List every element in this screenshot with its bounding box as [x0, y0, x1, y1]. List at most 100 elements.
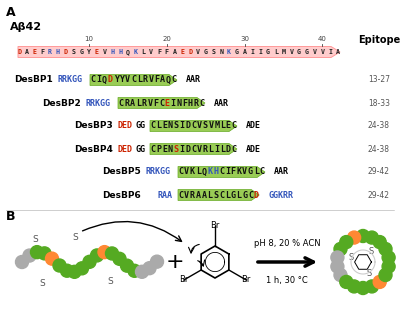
Text: F: F	[157, 49, 161, 55]
Circle shape	[46, 252, 58, 265]
Text: R: R	[142, 99, 146, 108]
Text: S: S	[348, 253, 354, 262]
Text: I: I	[258, 49, 262, 55]
Text: A: A	[130, 99, 135, 108]
Text: C: C	[232, 145, 237, 153]
Text: F: F	[153, 99, 158, 108]
Circle shape	[90, 249, 104, 262]
Circle shape	[379, 242, 392, 256]
Circle shape	[60, 264, 74, 277]
Text: G: G	[204, 49, 208, 55]
Text: ADE: ADE	[246, 122, 261, 130]
Circle shape	[356, 281, 370, 294]
Text: V: V	[197, 145, 202, 153]
Text: C: C	[131, 76, 136, 85]
Text: L: L	[208, 190, 212, 199]
Text: E: E	[95, 49, 99, 55]
Circle shape	[348, 280, 361, 293]
Text: K: K	[208, 167, 212, 176]
Text: N: N	[176, 99, 182, 108]
Circle shape	[334, 242, 347, 256]
Text: C: C	[232, 122, 237, 130]
Text: I: I	[96, 76, 101, 85]
Text: RRKGG: RRKGG	[58, 76, 83, 85]
Text: V: V	[289, 49, 293, 55]
Text: S: S	[174, 145, 178, 153]
Text: N: N	[168, 145, 173, 153]
Text: V: V	[148, 76, 154, 85]
Circle shape	[373, 236, 386, 249]
Text: A: A	[243, 49, 247, 55]
FancyArrow shape	[178, 167, 265, 177]
Text: 10: 10	[84, 36, 94, 42]
Text: L: L	[136, 99, 141, 108]
Text: G: G	[305, 49, 309, 55]
Circle shape	[23, 249, 36, 262]
Text: S: S	[107, 278, 113, 286]
Circle shape	[53, 259, 66, 272]
Text: A: A	[25, 49, 29, 55]
Text: I: I	[225, 167, 230, 176]
Text: C: C	[191, 122, 196, 130]
Text: F: F	[182, 99, 187, 108]
Circle shape	[150, 255, 164, 268]
Text: V: V	[196, 49, 200, 55]
Text: Y: Y	[114, 76, 118, 85]
Circle shape	[373, 275, 386, 288]
Text: DesBP5: DesBP5	[102, 167, 141, 176]
Text: B: B	[6, 210, 16, 223]
Circle shape	[382, 251, 395, 264]
Text: C: C	[178, 190, 183, 199]
Text: DED: DED	[118, 145, 133, 153]
Text: 24-38: 24-38	[368, 122, 390, 130]
Text: L: L	[225, 190, 230, 199]
Text: RRKGG: RRKGG	[146, 167, 171, 176]
Text: A: A	[173, 49, 177, 55]
FancyArrow shape	[178, 189, 259, 201]
Text: K: K	[236, 167, 242, 176]
Text: DesBP6: DesBP6	[102, 190, 141, 199]
Text: Br: Br	[210, 221, 220, 231]
Text: C: C	[90, 76, 96, 85]
Text: C: C	[248, 190, 253, 199]
Text: Br: Br	[179, 276, 188, 285]
Text: R: R	[142, 76, 148, 85]
Text: DED: DED	[118, 122, 133, 130]
Circle shape	[83, 255, 96, 268]
Text: C: C	[178, 167, 183, 176]
Circle shape	[382, 260, 395, 273]
Text: E: E	[162, 145, 167, 153]
Text: E: E	[162, 122, 167, 130]
Text: I: I	[328, 49, 332, 55]
Circle shape	[331, 251, 344, 264]
Text: P: P	[156, 145, 161, 153]
Text: S: S	[32, 235, 38, 244]
Text: 13-27: 13-27	[368, 76, 390, 85]
Text: ADE: ADE	[246, 145, 261, 153]
Text: E: E	[180, 49, 184, 55]
Circle shape	[136, 265, 148, 278]
Text: R: R	[124, 99, 129, 108]
FancyArrow shape	[150, 121, 237, 131]
Text: AAR: AAR	[186, 76, 201, 85]
Text: K: K	[134, 49, 138, 55]
Text: 18-33: 18-33	[368, 99, 390, 108]
Text: C: C	[150, 122, 155, 130]
Text: I: I	[250, 49, 254, 55]
Text: Br: Br	[242, 276, 251, 285]
Text: K: K	[227, 49, 231, 55]
Text: C: C	[118, 99, 123, 108]
Circle shape	[331, 260, 344, 273]
Text: RRKGG: RRKGG	[86, 99, 111, 108]
Text: C: C	[219, 190, 224, 199]
Text: GGKRR: GGKRR	[268, 190, 293, 199]
FancyArrow shape	[150, 144, 237, 154]
Text: G: G	[248, 167, 253, 176]
Text: AAR: AAR	[274, 167, 289, 176]
Text: I: I	[179, 145, 184, 153]
Circle shape	[143, 262, 156, 275]
Text: A: A	[6, 6, 16, 19]
Text: L: L	[142, 49, 146, 55]
Circle shape	[365, 280, 378, 293]
Text: Y: Y	[120, 76, 124, 85]
